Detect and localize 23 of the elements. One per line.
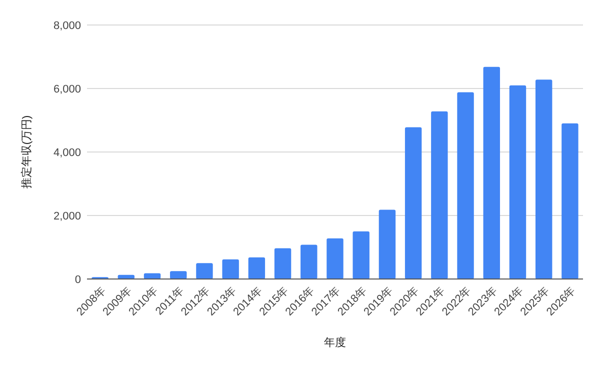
y-tick-label: 4,000 [53, 147, 81, 159]
bar [378, 210, 396, 279]
bar [300, 244, 318, 279]
bar [196, 263, 213, 279]
bar [483, 66, 500, 279]
bar [222, 259, 239, 279]
y-tick-label: 0 [74, 274, 81, 286]
bar [404, 127, 422, 279]
y-tick-label: 8,000 [53, 20, 81, 32]
bar [274, 248, 292, 279]
bar [170, 271, 187, 279]
y-tick-label: 2,000 [53, 210, 81, 222]
bar [431, 111, 448, 279]
y-axis-title: 推定年収(万円) [20, 115, 33, 189]
bar [535, 80, 552, 279]
bar [562, 123, 578, 279]
x-axis-title: 年度 [324, 336, 346, 349]
bar [248, 257, 266, 279]
bar [352, 231, 370, 279]
y-tick-label: 6,000 [53, 84, 81, 96]
bar [326, 238, 344, 279]
bar [457, 92, 474, 279]
bar [509, 85, 526, 279]
